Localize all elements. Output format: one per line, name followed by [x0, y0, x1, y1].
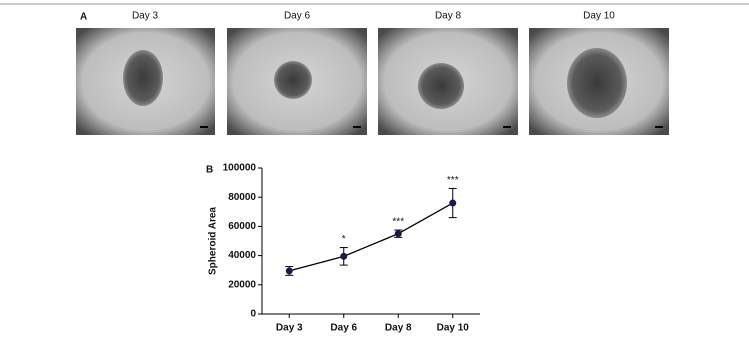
point: [394, 230, 402, 238]
y-tick-label: 40000: [228, 250, 256, 261]
y-tick-label: 20000: [228, 279, 256, 290]
y-tick-label: 100000: [223, 163, 257, 174]
image-title: Day 6: [284, 11, 311, 22]
y-tick-label: 0: [250, 309, 256, 320]
micrographs: [76, 28, 669, 135]
y-axis-label: Spheroid Area: [208, 207, 219, 275]
x-tick-label: Day 10: [437, 323, 470, 334]
point: [449, 199, 457, 207]
x-tick-label: Day 6: [330, 323, 357, 334]
panel-label: B: [206, 165, 213, 176]
scale-bar: [353, 126, 361, 128]
point: [340, 252, 348, 260]
spheroid: [123, 50, 163, 106]
spheroid: [418, 63, 464, 109]
spheroid: [567, 48, 627, 118]
panel-label: A: [80, 12, 87, 23]
x-tick-label: Day 8: [385, 323, 412, 334]
image-title: Day 10: [583, 11, 615, 22]
significance: ***: [392, 217, 404, 228]
scale-bar: [503, 126, 511, 128]
image-title: Day 3: [132, 11, 159, 22]
spheroid: [274, 61, 312, 99]
significance: *: [342, 234, 346, 245]
y-tick-label: 80000: [228, 192, 256, 203]
scale-bar: [655, 126, 663, 128]
line: [289, 202, 454, 272]
significance: ***: [447, 175, 459, 186]
point: [285, 267, 293, 275]
y-tick-label: 60000: [228, 221, 256, 232]
scale-bar: [200, 126, 208, 128]
x-tick-label: Day 3: [276, 323, 303, 334]
image-title: Day 8: [435, 11, 462, 22]
